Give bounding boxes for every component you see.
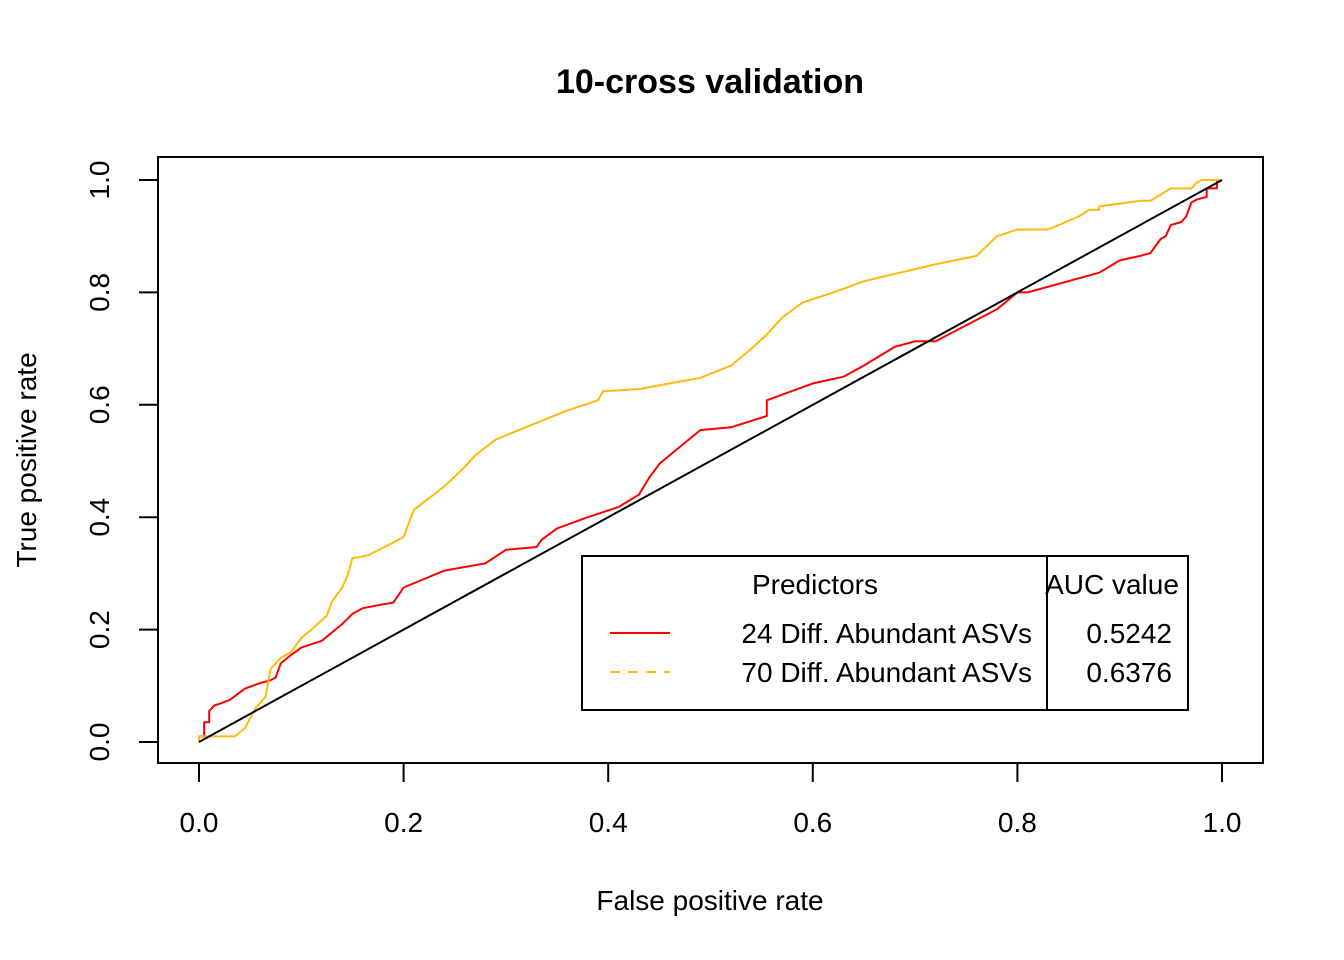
x-tick-label: 0.8: [998, 807, 1037, 838]
chart-title: 10-cross validation: [556, 63, 864, 101]
roc-line-70-asvs: [198, 179, 1222, 742]
x-tick-label: 0.2: [384, 807, 423, 838]
legend-label-70-asvs: 70 Diff. Abundant ASVs: [741, 657, 1032, 688]
diagonal-reference-line: [198, 179, 1223, 743]
x-axis: 0.0 0.2 0.4 0.6 0.8 1.0: [180, 762, 1242, 838]
y-axis: 0.0 0.2 0.4 0.6 0.8 1.0: [84, 161, 159, 762]
y-tick-label: 0.4: [84, 498, 115, 537]
y-tick-label: 0.2: [84, 610, 115, 649]
y-tick-label: 1.0: [84, 161, 115, 200]
x-axis-title: False positive rate: [596, 885, 823, 916]
roc-line-24-asvs: [198, 179, 1222, 742]
legend-header-auc: AUC value: [1045, 569, 1179, 600]
legend-header-predictors: Predictors: [752, 569, 878, 600]
x-tick-label: 0.0: [180, 807, 219, 838]
y-tick-label: 0.6: [84, 385, 115, 424]
y-tick-label: 0.8: [84, 273, 115, 312]
y-axis-title: True positive rate: [11, 352, 42, 567]
legend-auc-70-asvs: 0.6376: [1086, 657, 1172, 688]
x-tick-label: 0.6: [793, 807, 832, 838]
series-layer: [198, 179, 1223, 743]
x-tick-label: 1.0: [1203, 807, 1242, 838]
y-tick-label: 0.0: [84, 723, 115, 762]
legend-box: [581, 555, 1189, 711]
legend: Predictors AUC value 24 Diff. Abundant A…: [581, 555, 1189, 711]
x-tick-label: 0.4: [589, 807, 628, 838]
legend-label-24-asvs: 24 Diff. Abundant ASVs: [741, 618, 1032, 649]
legend-auc-24-asvs: 0.5242: [1086, 618, 1172, 649]
